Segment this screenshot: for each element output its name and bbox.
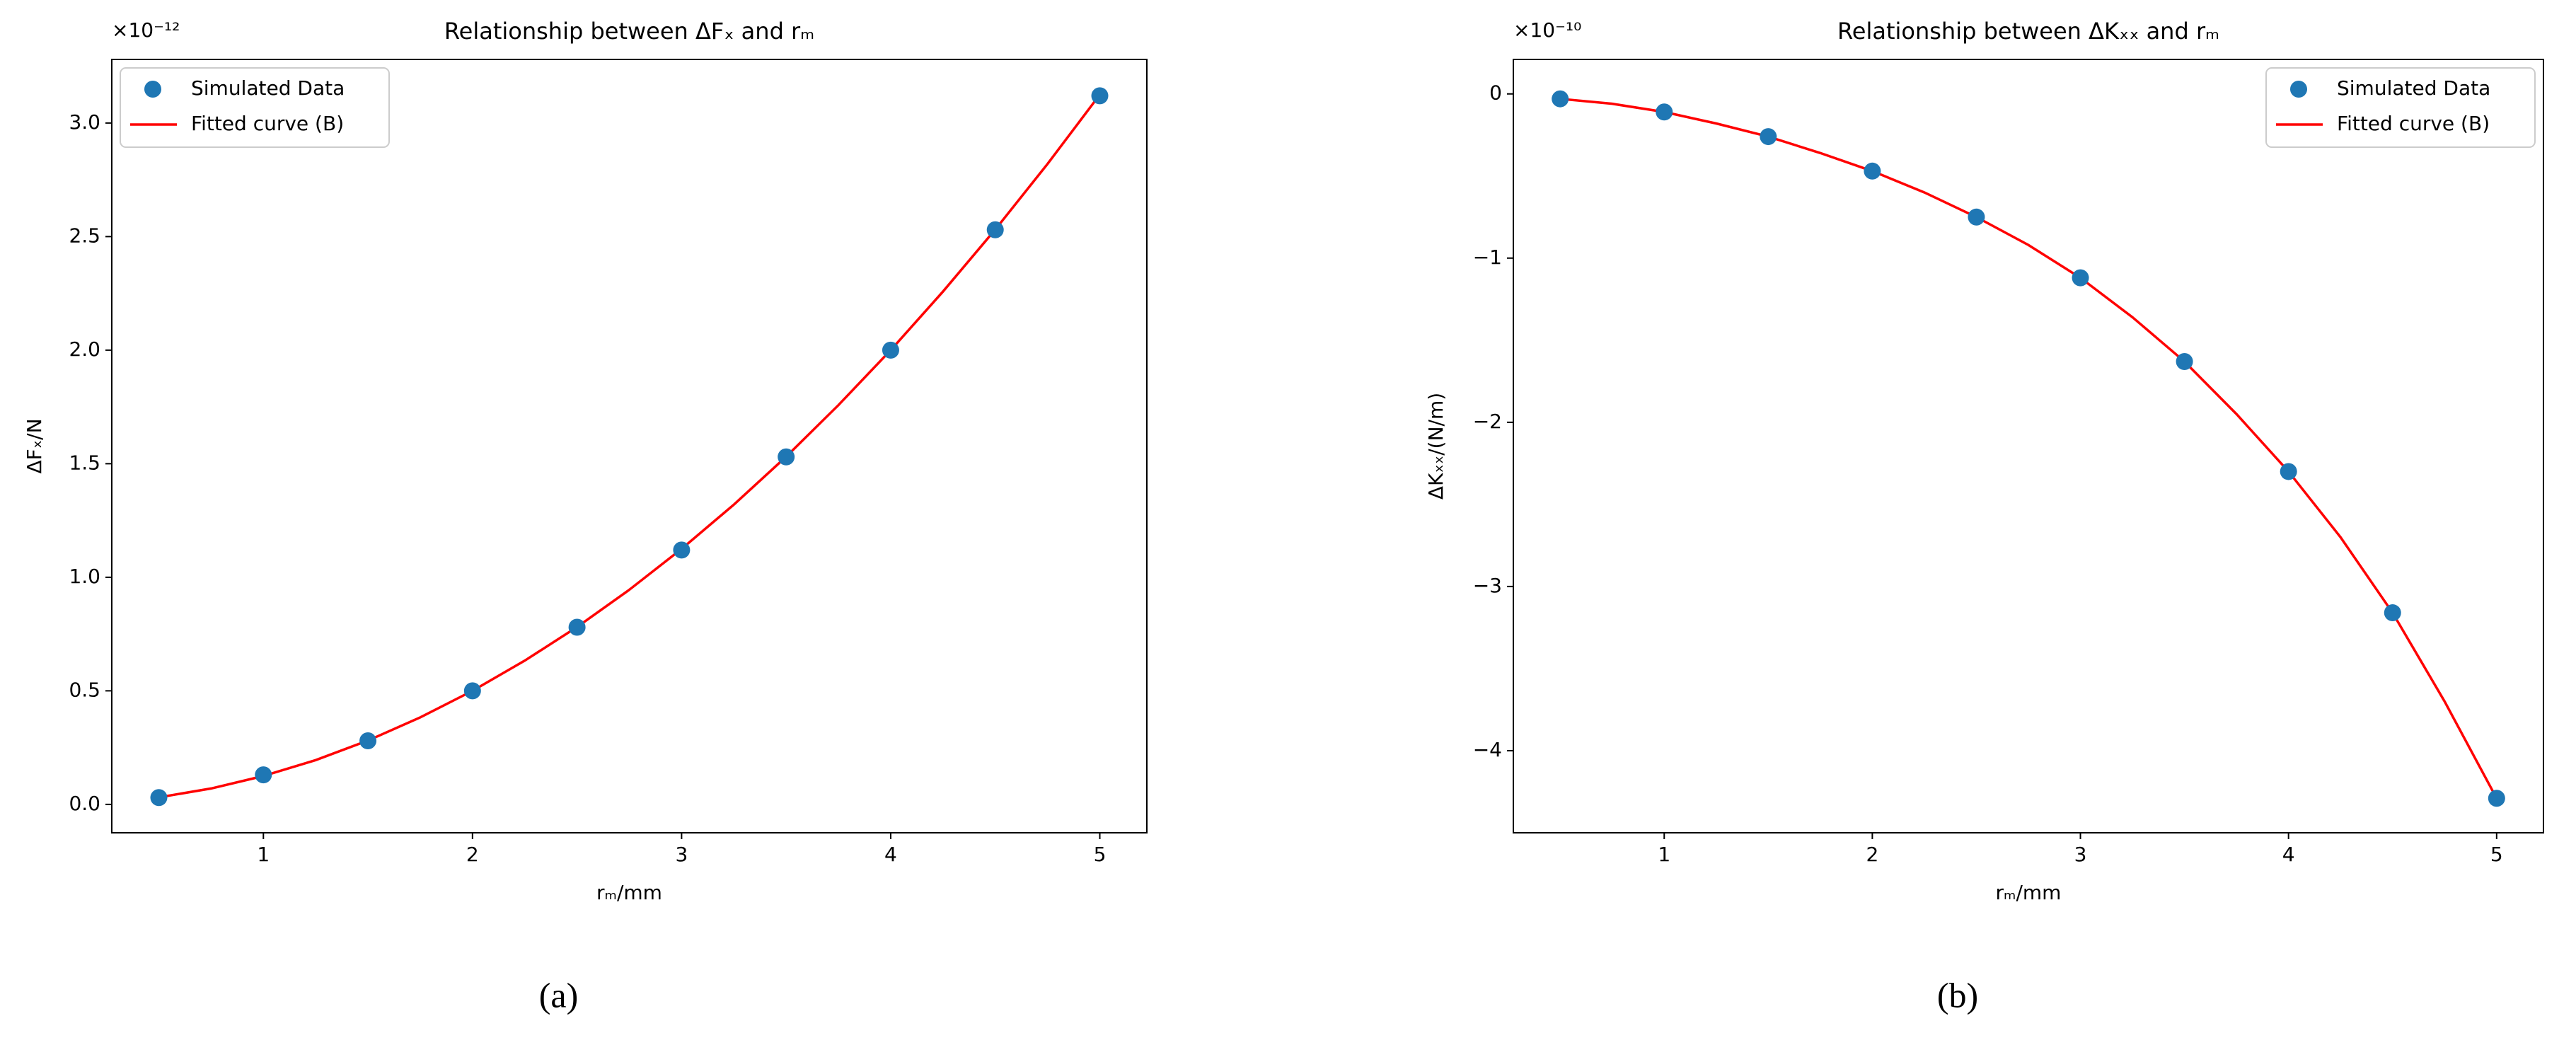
x-tick-label: 5 bbox=[1094, 843, 1107, 866]
fitted-curve bbox=[158, 93, 1101, 799]
data-point bbox=[986, 221, 1004, 238]
x-axis-label: rₘ/mm bbox=[596, 881, 662, 904]
data-point bbox=[778, 448, 795, 466]
legend-label: Fitted curve (B) bbox=[2337, 112, 2490, 135]
y-tick-label: 1.5 bbox=[69, 451, 100, 474]
axes-frame bbox=[111, 59, 1148, 833]
y-tick-label: 0.0 bbox=[69, 792, 100, 815]
data-point bbox=[568, 618, 586, 636]
data-point bbox=[2488, 790, 2505, 807]
data-point bbox=[882, 341, 899, 359]
data-point bbox=[1091, 87, 1109, 105]
y-axis-label: ΔFₓ/N bbox=[23, 418, 46, 473]
axes-frame bbox=[1513, 59, 2544, 833]
legend-box bbox=[120, 67, 390, 148]
x-axis-label: rₘ/mm bbox=[1996, 881, 2062, 904]
legend-label: Fitted curve (B) bbox=[191, 112, 344, 135]
y-tick-label: −2 bbox=[1473, 410, 1502, 433]
panel-caption: (a) bbox=[539, 975, 579, 1015]
offset-text: ×10⁻¹² bbox=[112, 18, 180, 42]
legend-box bbox=[2265, 67, 2536, 148]
data-point bbox=[1760, 128, 1777, 146]
x-tick-label: 2 bbox=[1866, 843, 1878, 866]
legend-label: Simulated Data bbox=[191, 76, 345, 100]
x-tick-label: 3 bbox=[675, 843, 688, 866]
x-tick-label: 3 bbox=[2074, 843, 2087, 866]
data-point bbox=[2176, 352, 2193, 370]
y-tick-label: 3.0 bbox=[69, 110, 100, 134]
data-point bbox=[463, 682, 481, 700]
chart-title: Relationship between ΔFₓ and rₘ bbox=[444, 18, 814, 45]
y-tick-label: −3 bbox=[1473, 574, 1502, 597]
data-point bbox=[1552, 90, 1569, 108]
y-tick-label: −1 bbox=[1473, 246, 1502, 269]
data-point bbox=[2280, 463, 2297, 480]
data-point bbox=[673, 541, 691, 559]
legend-marker bbox=[2290, 81, 2307, 98]
y-tick-label: −4 bbox=[1473, 738, 1502, 761]
y-tick-label: 2.5 bbox=[69, 224, 100, 247]
data-point bbox=[150, 789, 168, 807]
chart-title: Relationship between ΔKₓₓ and rₘ bbox=[1837, 18, 2219, 45]
x-tick-label: 5 bbox=[2490, 843, 2503, 866]
legend-label: Simulated Data bbox=[2337, 76, 2490, 100]
data-point bbox=[2384, 604, 2401, 622]
data-point bbox=[255, 766, 272, 784]
x-tick-label: 4 bbox=[884, 843, 897, 866]
x-tick-label: 2 bbox=[466, 843, 479, 866]
y-tick-label: 1.0 bbox=[69, 565, 100, 588]
y-tick-label: 2.0 bbox=[69, 338, 100, 361]
data-point bbox=[1864, 162, 1881, 180]
y-tick-label: 0 bbox=[1489, 81, 1502, 105]
offset-text: ×10⁻¹⁰ bbox=[1513, 18, 1581, 42]
panel-caption: (b) bbox=[1937, 975, 1978, 1015]
data-point bbox=[1656, 103, 1673, 121]
y-axis-label: ΔKₓₓ/(N/m) bbox=[1424, 393, 1448, 500]
x-tick-label: 1 bbox=[1658, 843, 1670, 866]
fitted-curve bbox=[1560, 97, 2498, 800]
y-tick-label: 0.5 bbox=[69, 678, 100, 701]
data-point bbox=[2072, 269, 2089, 287]
x-tick-label: 1 bbox=[257, 843, 270, 866]
data-point bbox=[359, 732, 377, 749]
legend-marker bbox=[144, 81, 161, 98]
data-point bbox=[1968, 208, 1985, 226]
x-tick-label: 4 bbox=[2282, 843, 2295, 866]
